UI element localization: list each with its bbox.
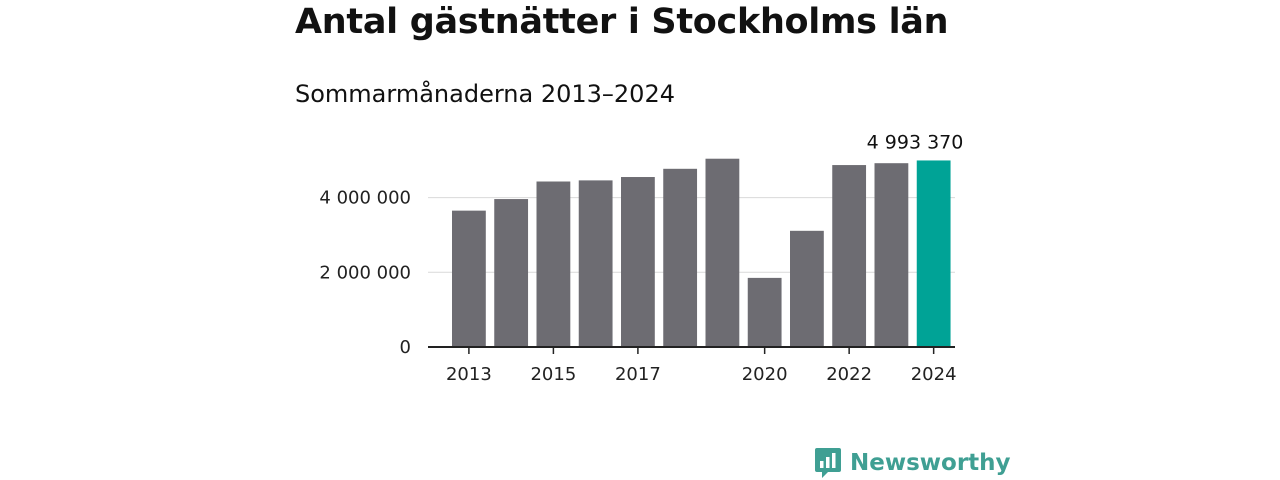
y-tick-label: 4 000 000 (319, 188, 411, 209)
x-axis-ticks: 2013 2015 2017 2020 2022 2024 (446, 347, 957, 385)
bars (452, 158, 951, 347)
y-tick-label: 2 000 000 (319, 262, 411, 283)
bar-2016 (578, 180, 613, 347)
bar-2020 (747, 277, 782, 347)
newsworthy-logo-icon (815, 448, 841, 478)
bar-2017 (621, 177, 655, 347)
bar-2014 (494, 199, 529, 347)
chart-subtitle: Sommarmånaderna 2013–2024 (295, 80, 675, 108)
x-tick-label: 2020 (742, 364, 788, 385)
bar-2024 (916, 160, 951, 347)
x-tick-label: 2015 (530, 364, 576, 385)
bar-2013 (452, 210, 486, 347)
data-label-highlight: 4 993 370 (867, 131, 964, 153)
x-tick-label: 2024 (911, 364, 957, 385)
x-tick-label: 2013 (446, 364, 492, 385)
brand-name: Newsworthy (850, 450, 1011, 476)
x-tick-label: 2017 (615, 364, 661, 385)
x-tick-label: 2022 (826, 364, 872, 385)
chart-title: Antal gästnätter i Stockholms län (295, 2, 949, 42)
bar-2023 (874, 163, 909, 347)
bar-2022 (832, 165, 867, 347)
newsworthy-logo[interactable]: Newsworthy (814, 446, 1011, 480)
bar-2021 (790, 230, 824, 347)
y-axis-ticks: 0 2 000 000 4 000 000 (319, 188, 411, 358)
bar-2018 (663, 168, 698, 347)
bar-2019 (705, 158, 740, 347)
bar-2015 (536, 181, 571, 347)
y-tick-label: 0 (400, 337, 411, 358)
